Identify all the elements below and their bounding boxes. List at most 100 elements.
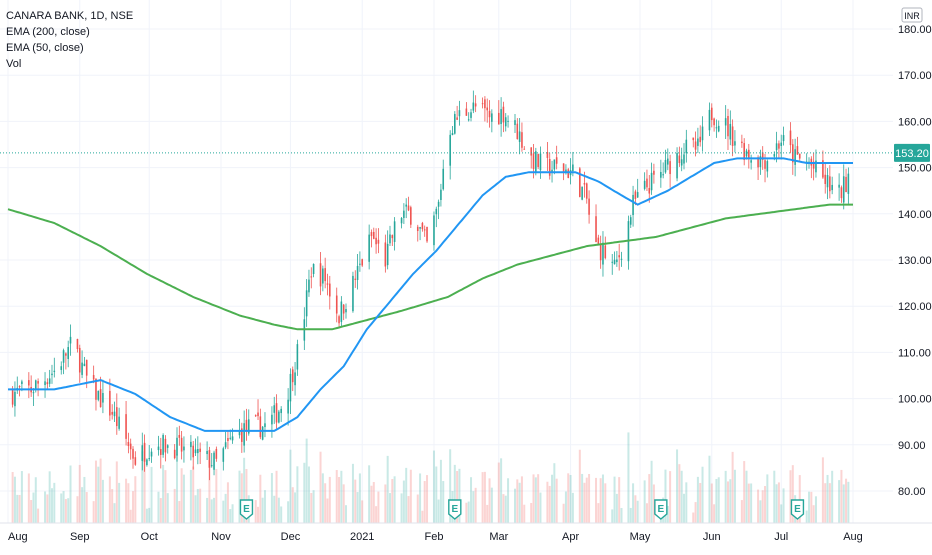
volume-bar [490,487,493,523]
candle-body [727,115,729,137]
candle-body [245,419,248,431]
volume-bar [782,488,785,523]
volume-bar [393,476,396,523]
candle-body [562,163,565,173]
volume-bar [437,499,440,523]
volume-bar [599,478,602,523]
volume-bar [618,477,621,523]
volume-bar [208,460,211,523]
candle-body [497,112,500,125]
candle-body [662,174,664,176]
candle-body [222,448,225,462]
candle-body [238,430,241,436]
candle-body [213,452,215,470]
candle-body [109,390,111,416]
volume-bar [69,465,72,523]
volume-bar [483,471,486,523]
volume-bar [409,469,412,523]
candle-body [229,437,232,439]
volume-bar [180,468,183,523]
candle-body [595,216,597,243]
volume-bar [81,487,84,523]
volume-bar [384,484,387,523]
volume-bar [342,484,345,523]
volume-bar [845,478,848,523]
volume-bar [375,506,378,523]
grid-lines [0,0,893,523]
volume-bar [240,473,243,523]
time-tick-label: Jul [774,531,788,543]
earnings-marker[interactable]: E [448,499,462,520]
volume-bar [310,492,313,523]
volume-bar [583,482,586,523]
candle-body [141,445,144,461]
volume-bar [254,500,257,523]
indicator-ema50-label: EMA (50, close) [6,42,84,54]
price-tick-label: 120.00 [898,301,932,313]
volume-bar [377,491,380,523]
candle-body [775,143,778,151]
volume-bar [831,470,834,523]
earnings-marker[interactable]: E [790,499,805,520]
candle-body [535,151,537,174]
volume-bar [18,494,21,523]
currency-badge[interactable]: INR [901,7,923,23]
candle-body [583,183,586,185]
candle-body [116,407,118,427]
candle-body [757,157,759,168]
candle-body [393,221,396,242]
candle-body [646,178,648,188]
volume-bar [210,499,213,523]
candle-body [692,137,695,141]
candle-body [467,119,470,121]
volume-bar [840,469,843,523]
volume-bar [502,494,505,523]
candle-body [92,375,95,380]
earnings-marker[interactable]: E [239,499,254,520]
candle-body [78,347,81,373]
candle-body [326,283,329,285]
candle-body [731,126,734,146]
candle-body [129,443,132,450]
candle-body [324,268,326,282]
candle-body [206,450,208,455]
volume-bar [307,466,310,523]
volume-bar [458,468,461,523]
candle-body [308,279,310,293]
volume-bar [176,454,178,523]
candle-body [579,168,581,197]
earnings-marker-shape [654,499,668,520]
candle-body [342,304,345,314]
volume-bar [356,492,359,523]
candle-body [539,153,542,171]
volume-bar [326,498,329,523]
volume-bar [13,476,16,523]
volume-bar [620,507,623,523]
volume-bar [516,479,519,523]
candle-body [676,153,678,179]
earnings-marker[interactable]: E [654,499,668,520]
volume-bar [585,477,588,523]
candle-body [766,161,769,172]
candle-body [305,290,308,317]
candle-body [683,154,685,164]
candle-body [157,446,160,451]
volume-bar [206,497,209,523]
candle-body [521,132,523,148]
volume-bar [391,479,394,523]
candle-body [745,150,748,157]
volume-bar [470,477,473,523]
candle-body [127,441,130,447]
candle-body [190,441,192,448]
candle-body [599,245,602,261]
volume-bar [504,495,507,523]
candle-body [815,160,817,173]
candle-body [710,107,713,121]
volume-bar [578,449,581,523]
candle-body [67,347,69,359]
candle-body [796,146,799,155]
volume-bar [192,466,195,523]
volume-bar [125,478,128,523]
